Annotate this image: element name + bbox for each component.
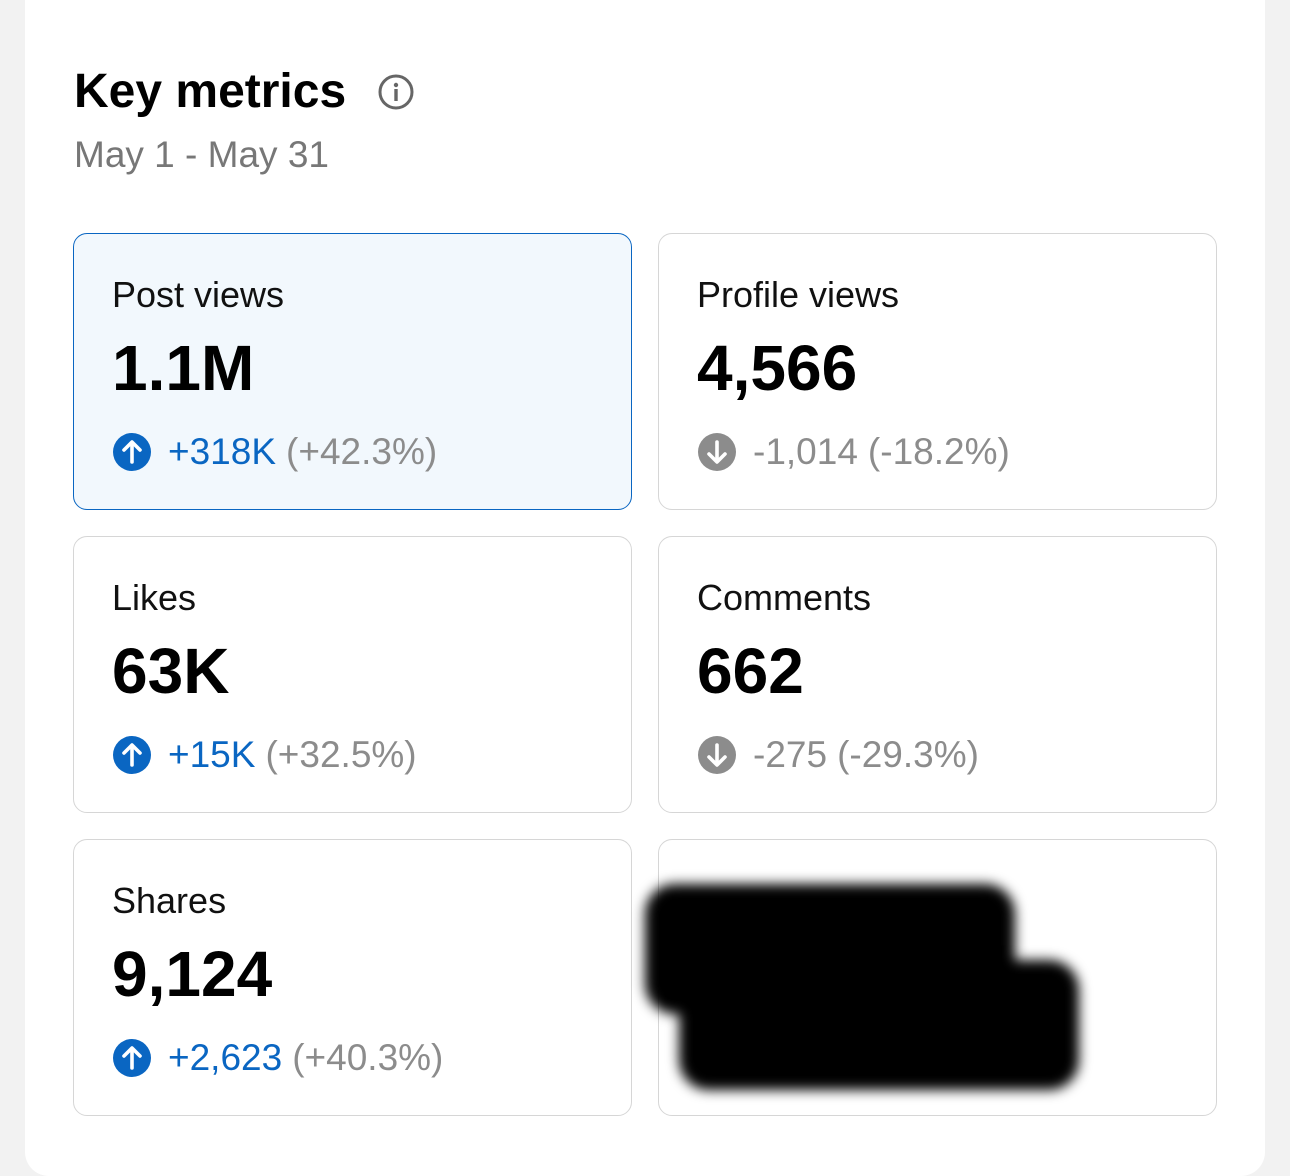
icon-arrow	[707, 440, 727, 464]
change-percent: (+42.3%)	[286, 431, 438, 472]
metric-label: Post views	[112, 274, 285, 315]
change-value: -1,014	[753, 431, 858, 472]
up-icon	[113, 736, 151, 774]
change-percent: (-18.2%)	[867, 431, 1010, 472]
metric-value: 63K	[112, 635, 230, 707]
change-value: +2,623	[168, 1037, 283, 1078]
change-percent: (-29.3%)	[837, 734, 979, 775]
metric-label: Profile views	[697, 274, 900, 315]
down-icon	[698, 736, 736, 774]
icon-arrow	[707, 743, 727, 767]
page: Key metrics May 1 - May 31 Post views 1.1…	[25, 0, 1265, 1176]
redaction	[679, 960, 1079, 1090]
metric-value: 662	[697, 635, 804, 707]
redacted-card[interactable]	[645, 839, 1217, 1116]
info-icon[interactable]	[377, 73, 415, 111]
up-icon	[113, 433, 151, 471]
icon-arrow	[122, 743, 142, 767]
metric-card[interactable]: Profile views 4,566 -1,014 (-18.2%)	[658, 233, 1217, 510]
icon-arrow	[122, 1046, 142, 1070]
metric-value: 9,124	[112, 938, 273, 1010]
change-value: +15K	[168, 734, 256, 775]
icon-arrow	[122, 440, 142, 464]
change-row: -275 (-29.3%)	[697, 733, 979, 777]
metric-value: 1.1M	[112, 332, 255, 404]
up-icon	[113, 1039, 151, 1077]
change-percent: (+40.3%)	[292, 1037, 444, 1078]
metric-card[interactable]: Likes 63K +15K (+32.5%)	[73, 536, 632, 813]
date-range: May 1 - May 31	[74, 134, 329, 175]
change-value: -275	[753, 734, 828, 775]
change-percent: (+32.5%)	[265, 734, 417, 775]
metric-label: Shares	[112, 880, 227, 921]
change-row: +2,623 (+40.3%)	[112, 1036, 443, 1080]
metric-card[interactable]: Shares 9,124 +2,623 (+40.3%)	[73, 839, 632, 1116]
down-icon	[698, 433, 736, 471]
title: Key metrics	[74, 65, 347, 118]
metric-card[interactable]: Post views 1.1M +318K (+42.3%)	[73, 233, 632, 510]
metric-label: Comments	[697, 577, 872, 618]
change-row: +15K (+32.5%)	[112, 733, 417, 777]
metric-label: Likes	[112, 577, 197, 618]
change-value: +318K	[168, 431, 277, 472]
metric-card[interactable]: Comments 662 -275 (-29.3%)	[658, 536, 1217, 813]
change-row: -1,014 (-18.2%)	[697, 430, 1010, 474]
metric-value: 4,566	[697, 332, 858, 404]
change-row: +318K (+42.3%)	[112, 430, 437, 474]
